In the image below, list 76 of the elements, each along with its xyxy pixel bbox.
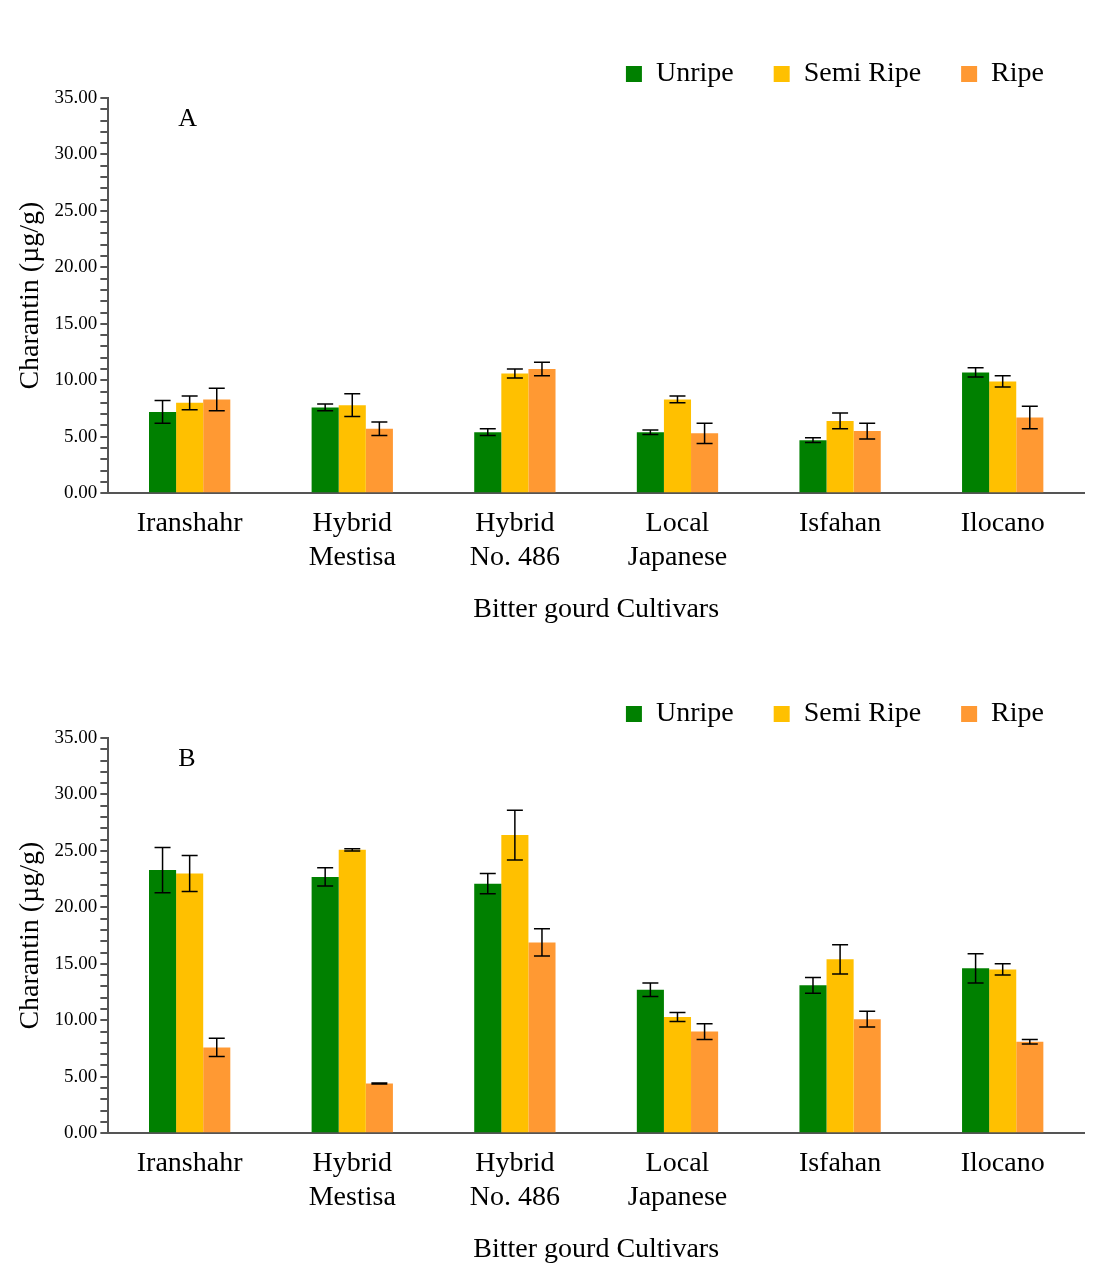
bar (989, 381, 1017, 493)
bar (853, 1019, 881, 1133)
bar (149, 870, 177, 1133)
x-tick-label: Hybrid Mestisa (308, 506, 397, 571)
y-tick-label: 5.00 (64, 1064, 98, 1086)
y-tick-label: 25.00 (54, 838, 98, 860)
y-tick-label: 25.00 (54, 198, 98, 220)
bar (663, 1016, 692, 1133)
bar (203, 1047, 231, 1133)
y-tick-label: 20.00 (54, 895, 98, 917)
x-axis-title: Bitter gourd Cultivars (473, 1231, 720, 1263)
annotation: A (178, 102, 198, 132)
x-tick-label: Iranshahr (136, 506, 244, 538)
y-tick-label: 30.00 (54, 142, 98, 164)
bar (663, 399, 692, 493)
bar (1016, 417, 1044, 493)
legend-label: Ripe (991, 696, 1045, 728)
bar (501, 835, 529, 1133)
bar (176, 873, 204, 1133)
bar (1016, 1041, 1044, 1133)
x-tick-label: Local Japanese (627, 506, 728, 571)
bar (799, 985, 827, 1133)
y-tick-label: 0.00 (64, 481, 98, 503)
x-tick-label: Ilocano (960, 1146, 1045, 1178)
bar (989, 969, 1017, 1133)
bar (176, 402, 204, 493)
bar (311, 407, 339, 493)
y-axis-title: Charantin (µg/g) (13, 201, 45, 390)
legend-label: Ripe (991, 56, 1045, 88)
bar (636, 432, 664, 493)
bar (853, 431, 881, 493)
annotation: B (178, 742, 196, 772)
bar (311, 876, 339, 1133)
y-tick-label: 20.00 (54, 255, 98, 277)
x-tick-label: Isfahan (798, 506, 882, 538)
x-tick-label: Ilocano (960, 506, 1045, 538)
bar (365, 1083, 393, 1133)
y-tick-label: 30.00 (54, 782, 98, 804)
y-tick-label: 10.00 (54, 1008, 98, 1030)
bar (501, 373, 529, 493)
bar (691, 1031, 719, 1133)
legend-label: Unripe (655, 56, 734, 88)
x-tick-label: Local Japanese (627, 1146, 728, 1211)
y-tick-label: 35.00 (54, 725, 98, 747)
bar (474, 883, 502, 1133)
bar (203, 399, 231, 493)
bar (338, 849, 366, 1133)
bar (962, 372, 990, 493)
y-tick-label: 15.00 (54, 311, 98, 333)
legend-label: Semi Ripe (803, 56, 922, 88)
bar (528, 942, 556, 1133)
bar (365, 428, 393, 493)
x-tick-label: Hybrid Mestisa (308, 1146, 397, 1211)
x-tick-label: Isfahan (798, 1146, 882, 1178)
y-axis-title: Charantin (µg/g) (13, 841, 45, 1030)
bar (962, 968, 990, 1133)
bar (691, 433, 719, 493)
x-tick-label: Hybrid No. 486 (469, 506, 560, 571)
x-tick-label: Iranshahr (136, 1146, 244, 1178)
y-tick-label: 0.00 (64, 1121, 98, 1143)
legend-label: Semi Ripe (803, 696, 922, 728)
bar (474, 432, 502, 493)
bar (799, 440, 827, 493)
bar (826, 420, 854, 493)
legend-label: Unripe (655, 696, 734, 728)
bar (826, 959, 854, 1133)
bar (338, 405, 366, 493)
bar (636, 989, 664, 1133)
y-tick-label: 35.00 (54, 85, 98, 107)
x-tick-label: Hybrid No. 486 (469, 1146, 560, 1211)
bar (528, 368, 556, 493)
x-axis-title: Bitter gourd Cultivars (473, 591, 720, 623)
y-tick-label: 5.00 (64, 424, 98, 446)
y-tick-label: 15.00 (54, 951, 98, 973)
bar (149, 411, 177, 493)
y-tick-label: 10.00 (54, 368, 98, 390)
